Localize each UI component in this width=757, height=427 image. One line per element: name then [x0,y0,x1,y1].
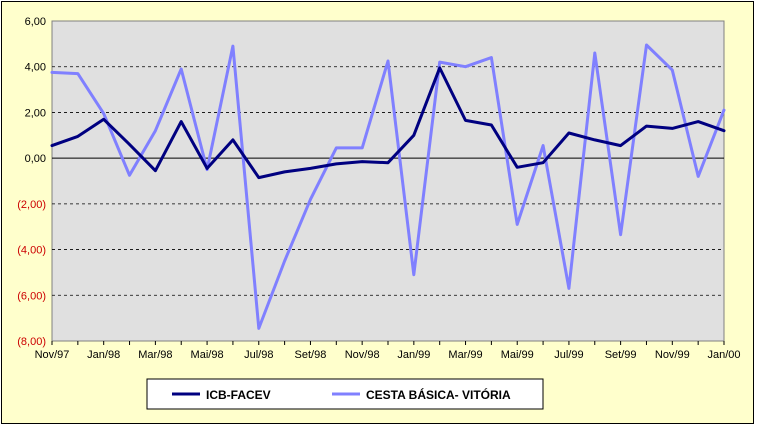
data-point [154,129,157,132]
x-tick-label: Nov/99 [655,349,690,361]
data-point [50,144,54,147]
x-tick-label: Set/98 [295,349,327,361]
data-point [257,327,260,330]
x-tick-label: Nov/97 [35,349,70,361]
data-point [386,59,390,63]
data-point [102,118,105,121]
data-point [335,162,338,166]
data-point [102,112,105,115]
x-tick-label: Mar/98 [138,349,172,361]
data-point [490,56,493,59]
series-lines [50,43,726,330]
data-point [438,60,441,64]
data-point [128,143,131,146]
data-point [154,169,157,172]
data-point [645,124,648,128]
x-tick-label: Mai/99 [501,349,534,361]
legend-label-icb-facev: ICB-FACEV [206,388,271,402]
data-point [386,161,390,164]
data-point [76,135,80,138]
data-point [257,176,260,179]
data-point [309,167,312,170]
x-tick-label: Jan/00 [707,349,740,361]
y-tick-label: (4,00) [17,245,46,257]
data-point [541,161,545,164]
data-point [205,167,209,170]
data-point [619,233,622,236]
y-tick-label: 0,00 [25,153,46,165]
x-tick-label: Mai/98 [191,349,224,361]
data-point [180,67,183,71]
y-tick-label: (8,00) [17,336,46,348]
x-tick-label: Jan/98 [87,349,120,361]
data-point [464,65,467,68]
x-tick-label: Set/99 [605,349,637,361]
x-tick-label: Jan/99 [397,349,430,361]
data-point [490,123,493,127]
data-point [128,174,131,177]
x-tick-label: Nov/98 [345,349,380,361]
y-tick-label: 4,00 [25,62,46,74]
data-point [50,71,54,74]
data-point [283,259,286,263]
data-point [722,108,726,112]
data-point [464,119,467,122]
y-tick-label: (2,00) [17,199,46,211]
data-point [309,198,312,201]
data-point [360,160,364,163]
data-point [567,287,571,290]
data-point [180,120,183,123]
data-point [360,146,364,150]
y-tick-label: 2,00 [25,107,46,119]
data-point [696,175,700,178]
data-point [567,131,571,135]
data-point [696,120,700,123]
data-point [593,51,596,55]
data-point [283,170,286,174]
data-point [335,146,338,150]
data-point [593,138,596,142]
data-point [412,134,416,137]
x-tick-label: Mar/99 [448,349,482,361]
legend-label-cesta-basica: CESTA BÁSICA- VITÓRIA [366,387,511,402]
data-point [516,223,519,226]
y-axis-ticks: (8,00) (6,00) (4,00) (2,00) 0,00 2,00 4,00 6,00 [17,16,46,348]
legend: ICB-FACEV CESTA BÁSICA- VITÓRIA [146,378,544,410]
data-point [671,68,674,72]
data-point [722,129,726,132]
data-point [619,144,622,147]
x-tick-label: Jul/98 [244,349,273,361]
x-tick-label: Jul/99 [554,349,583,361]
data-point [645,43,648,47]
data-point [671,127,674,130]
data-point [231,138,235,142]
data-point [516,166,519,169]
data-point [438,66,441,70]
y-tick-label: (6,00) [17,290,46,302]
data-point [541,144,545,147]
y-tick-label: 6,00 [25,16,46,28]
data-point [231,44,235,48]
data-point [412,273,416,276]
data-point [76,72,80,75]
x-axis-ticks: Nov/97 Jan/98 Mar/98 Mai/98 Jul/98 Set/98 Nov/… [35,341,741,361]
